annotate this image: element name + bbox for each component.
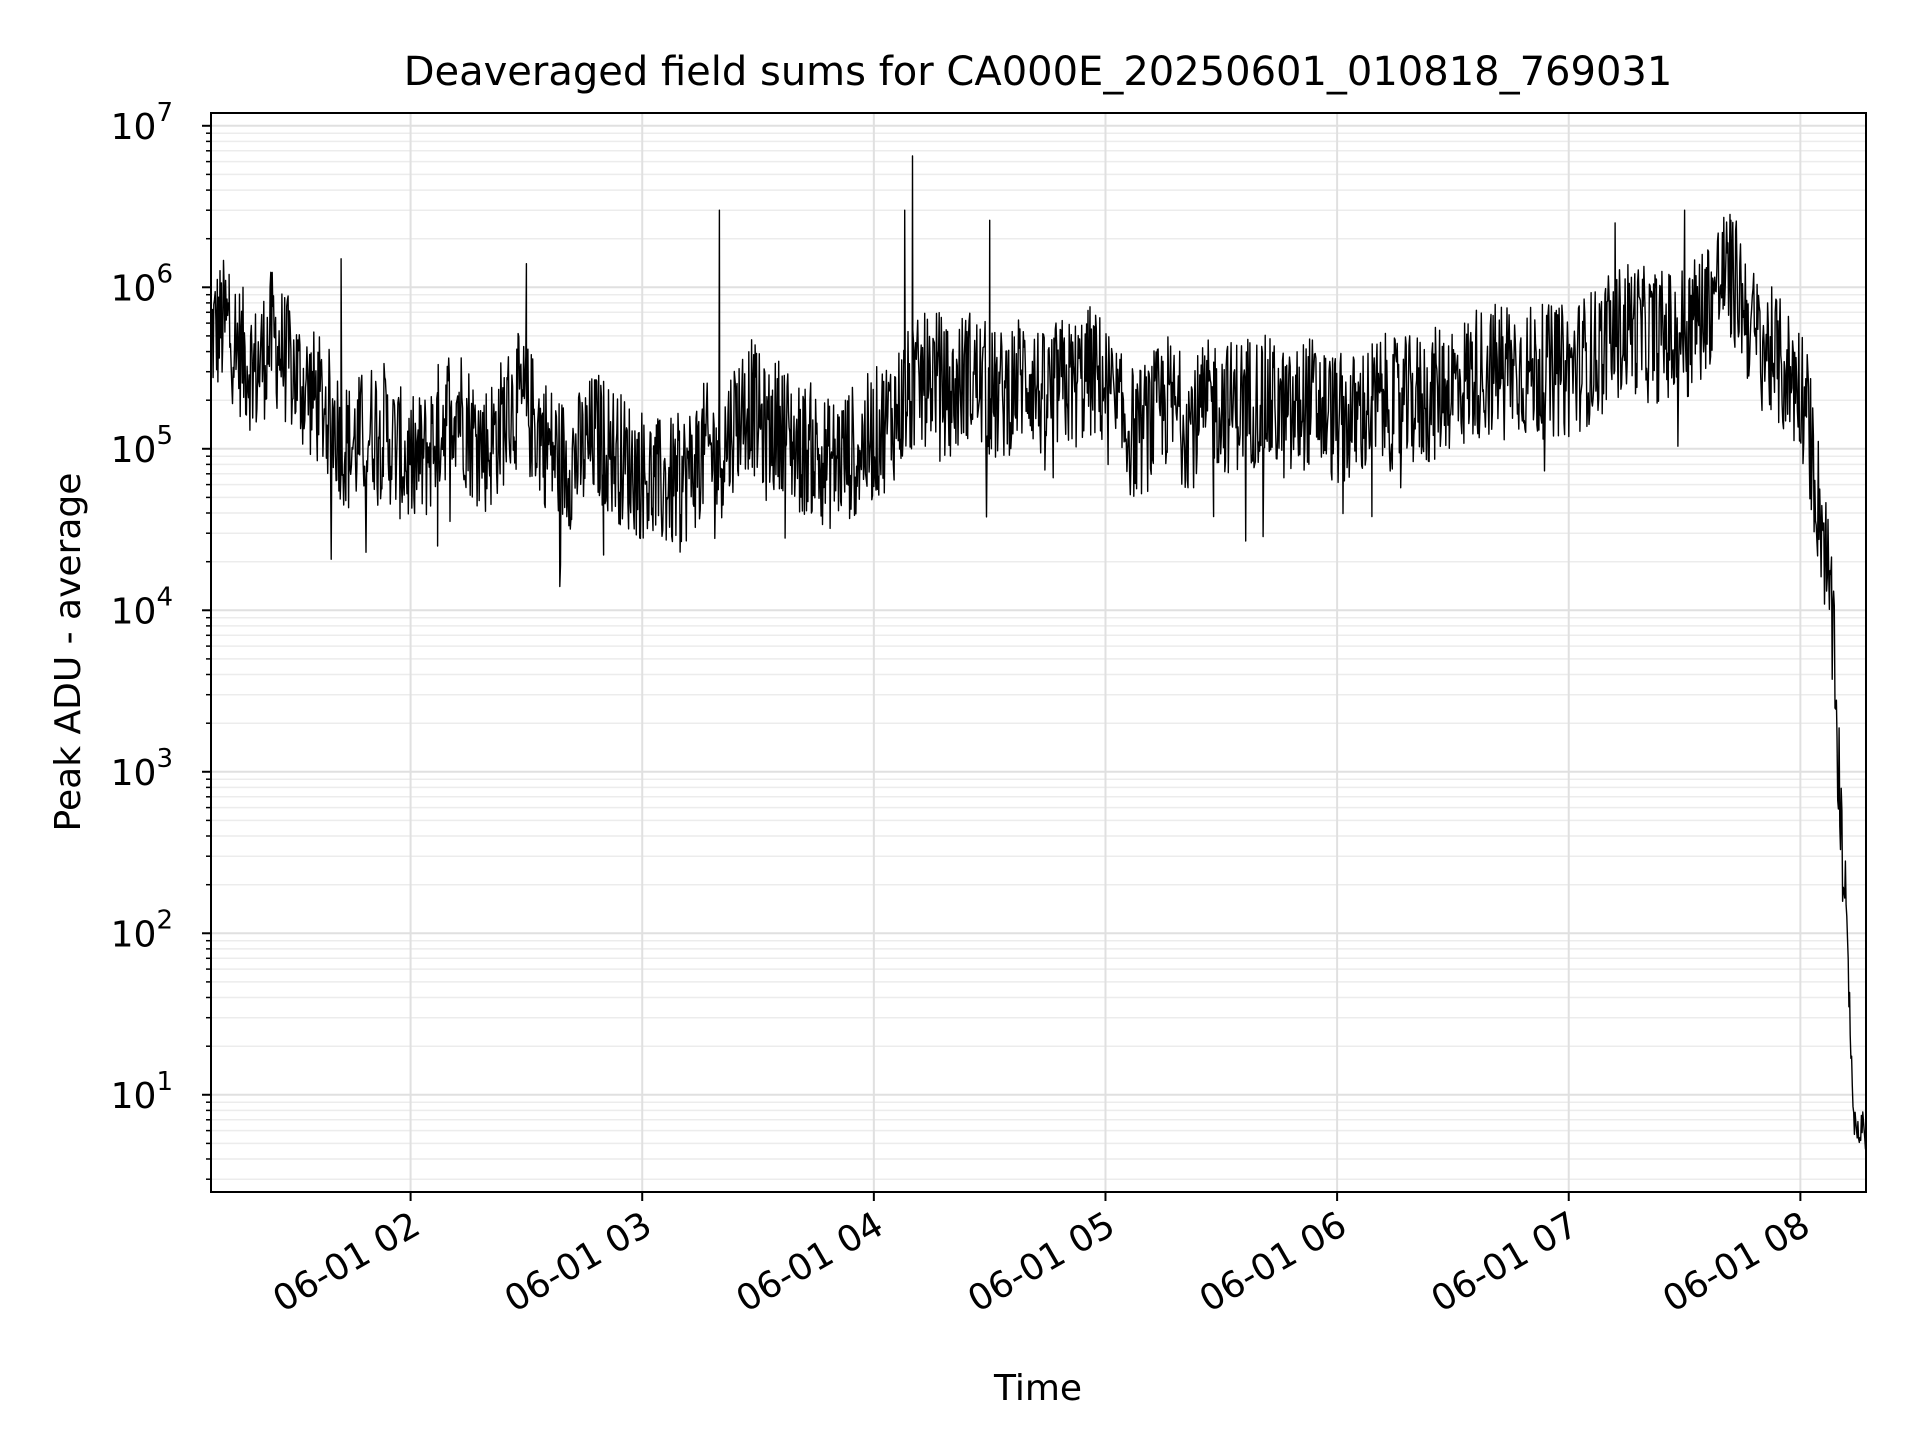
grid	[211, 113, 1866, 1192]
series-line	[210, 155, 1867, 1150]
chart-title: Deaveraged field sums for CA000E_2025060…	[404, 49, 1673, 95]
y-tick-label: 102	[111, 905, 173, 955]
plot-frame	[210, 112, 1867, 1193]
y-axis-label: Peak ADU - average	[48, 473, 89, 832]
x-axis-label: Time	[993, 1368, 1082, 1409]
series-layer	[210, 155, 1867, 1150]
y-tick-label: 103	[111, 744, 173, 794]
y-tick-label: 107	[111, 98, 173, 148]
